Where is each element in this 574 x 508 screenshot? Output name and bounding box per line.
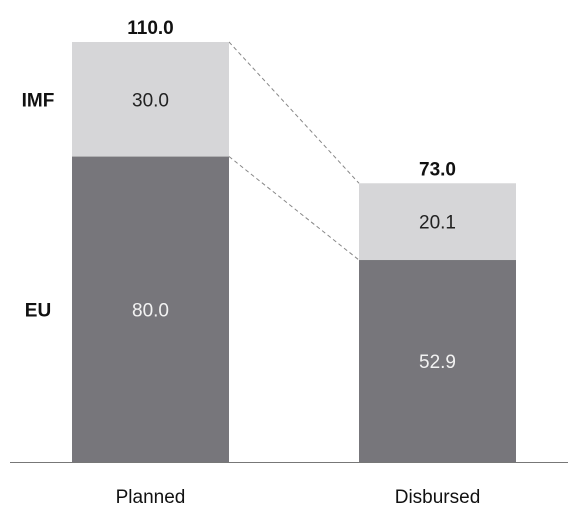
value-label-eu-planned: 80.0 — [132, 300, 169, 321]
total-label-disbursed: 73.0 — [419, 159, 456, 180]
bar-eu-disbursed — [359, 260, 516, 462]
series-label-eu: EU — [25, 300, 51, 321]
value-label-imf-disbursed: 20.1 — [419, 213, 456, 234]
category-label-planned: Planned — [116, 487, 186, 508]
category-label-disbursed: Disbursed — [395, 487, 481, 508]
value-label-eu-disbursed: 52.9 — [419, 352, 456, 373]
bar-imf-disbursed — [359, 183, 516, 261]
connector-line-imf — [228, 41, 360, 184]
bar-imf-planned — [72, 42, 229, 157]
total-label-planned: 110.0 — [127, 18, 174, 39]
bar-segments — [72, 42, 516, 462]
series-label-imf: IMF — [22, 90, 55, 111]
connector-line-eu — [228, 156, 360, 261]
chart-labels: 110.0 73.0 80.0 52.9 30.0 20.1 EU IMF Pl… — [22, 18, 481, 508]
value-label-imf-planned: 30.0 — [132, 90, 169, 111]
connector-lines — [228, 41, 360, 261]
bar-eu-planned — [72, 156, 229, 462]
